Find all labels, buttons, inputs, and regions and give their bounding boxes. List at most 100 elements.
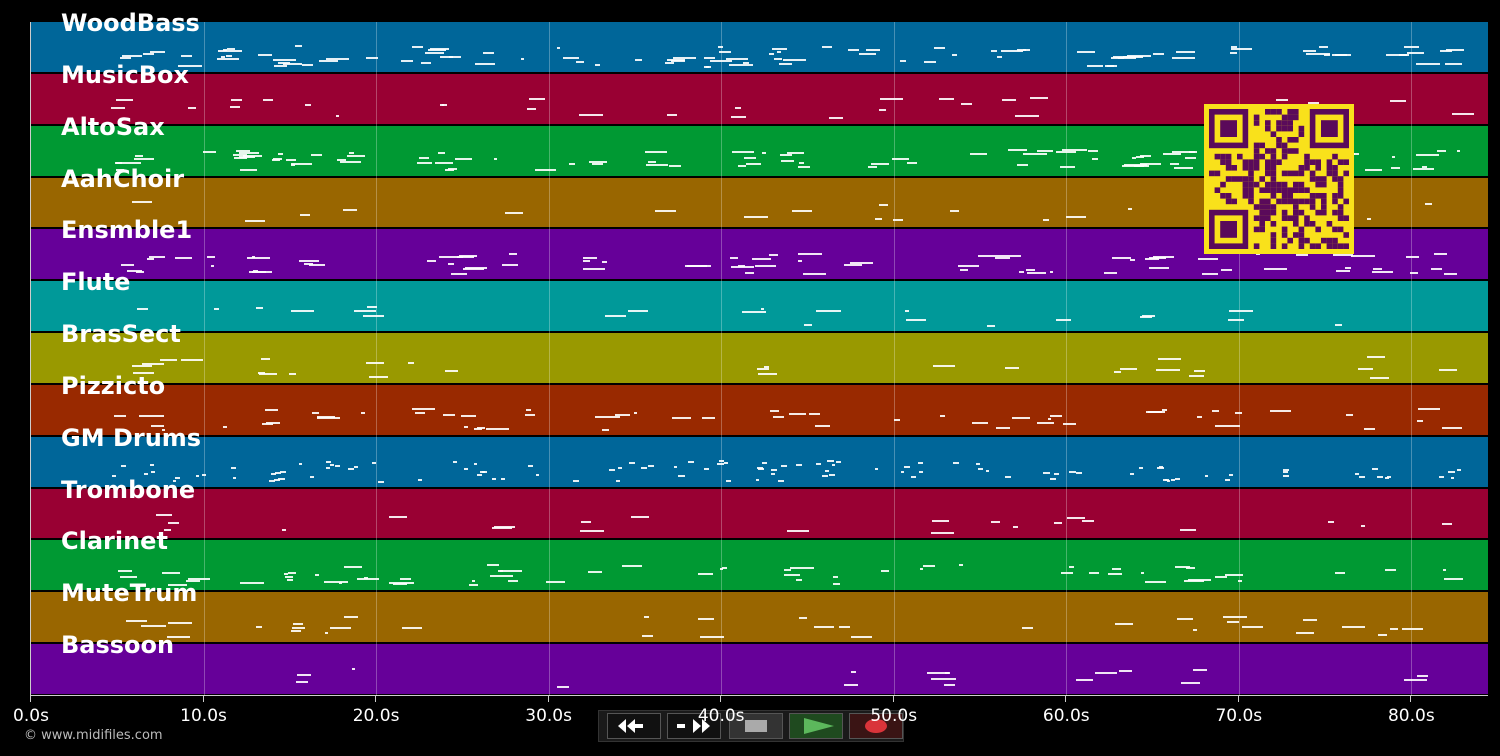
note xyxy=(1185,566,1196,569)
note xyxy=(362,315,385,318)
note xyxy=(1421,166,1427,169)
note xyxy=(1095,672,1117,675)
note xyxy=(520,57,525,60)
track-clarinet[interactable] xyxy=(31,540,1488,591)
note xyxy=(1036,149,1053,152)
note xyxy=(1405,256,1419,259)
note xyxy=(1282,474,1290,477)
note xyxy=(1135,156,1144,159)
note xyxy=(222,49,228,52)
note xyxy=(644,616,650,619)
note xyxy=(295,680,309,683)
note xyxy=(114,161,123,164)
note xyxy=(582,257,598,260)
note xyxy=(780,153,793,156)
track-gm-drums[interactable] xyxy=(31,436,1488,487)
note xyxy=(634,412,638,415)
note xyxy=(770,468,777,471)
note xyxy=(442,414,455,417)
note xyxy=(338,581,343,584)
note xyxy=(535,169,557,172)
track-brassect[interactable] xyxy=(31,333,1488,383)
note xyxy=(143,52,154,55)
track-woodbass[interactable] xyxy=(31,22,1488,72)
rewind-button[interactable] xyxy=(607,713,661,739)
note xyxy=(283,573,289,576)
stop-button[interactable] xyxy=(729,713,783,739)
note xyxy=(262,423,273,426)
note xyxy=(756,467,763,470)
note xyxy=(704,467,710,470)
note xyxy=(797,253,823,256)
note xyxy=(778,479,784,482)
note xyxy=(291,162,313,165)
note xyxy=(291,626,305,629)
track-label: BrasSect xyxy=(61,320,181,349)
note xyxy=(1302,50,1317,53)
note xyxy=(311,154,323,157)
note xyxy=(1416,420,1424,423)
note xyxy=(742,311,767,314)
note xyxy=(959,563,964,566)
note xyxy=(824,470,829,473)
note xyxy=(729,257,738,260)
note xyxy=(829,473,836,476)
note xyxy=(174,257,193,259)
note xyxy=(1162,408,1167,411)
note xyxy=(300,214,310,217)
piano-roll[interactable] xyxy=(30,22,1488,696)
note xyxy=(317,415,336,418)
note xyxy=(1386,476,1392,479)
note xyxy=(1001,254,1022,257)
note xyxy=(635,58,643,61)
note xyxy=(1404,679,1427,682)
note xyxy=(1163,479,1167,482)
note xyxy=(225,55,233,58)
note xyxy=(1112,567,1121,570)
note xyxy=(784,573,800,576)
note xyxy=(285,576,294,579)
fast-forward-button[interactable] xyxy=(667,713,721,739)
track-flute[interactable] xyxy=(31,281,1488,332)
note xyxy=(859,53,877,56)
track-bassoon[interactable] xyxy=(31,644,1488,694)
track-mutetrum[interactable] xyxy=(31,592,1488,643)
note xyxy=(583,259,591,262)
note xyxy=(264,408,278,411)
record-button[interactable] xyxy=(849,713,903,739)
track-label: Clarinet xyxy=(61,527,168,556)
note xyxy=(595,63,601,66)
note xyxy=(1386,53,1407,56)
play-button[interactable] xyxy=(789,713,843,739)
note xyxy=(1112,56,1128,59)
note xyxy=(216,57,240,60)
note xyxy=(126,269,143,272)
track-trombone[interactable] xyxy=(31,488,1488,539)
note xyxy=(881,570,890,573)
note xyxy=(1196,415,1203,418)
note xyxy=(371,461,377,464)
note xyxy=(1060,571,1073,574)
note xyxy=(476,427,486,430)
note xyxy=(939,415,945,418)
note xyxy=(621,565,643,568)
note xyxy=(920,567,924,570)
note xyxy=(816,310,841,313)
note xyxy=(494,526,516,529)
note xyxy=(731,151,754,154)
note xyxy=(969,153,988,156)
note xyxy=(731,115,746,118)
note xyxy=(352,667,356,670)
note xyxy=(120,464,127,467)
note xyxy=(645,164,668,167)
track-pizzicto[interactable] xyxy=(31,384,1488,435)
note xyxy=(295,45,302,48)
note xyxy=(667,114,677,117)
note xyxy=(576,60,585,63)
note xyxy=(833,582,840,585)
note xyxy=(717,463,725,466)
note xyxy=(360,412,365,415)
note xyxy=(444,369,458,372)
note xyxy=(120,576,137,579)
time-tick-label: 20.0s xyxy=(352,706,400,726)
